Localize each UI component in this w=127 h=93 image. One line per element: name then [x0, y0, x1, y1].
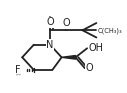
Text: F: F — [15, 65, 21, 74]
Text: C(CH₃)₃: C(CH₃)₃ — [98, 27, 123, 33]
Text: N: N — [46, 40, 54, 50]
Polygon shape — [62, 56, 76, 59]
Text: O: O — [46, 17, 54, 27]
Text: O: O — [62, 18, 70, 28]
Text: OH: OH — [88, 43, 103, 53]
Text: ,,,: ,,, — [16, 71, 22, 76]
Text: O: O — [86, 63, 94, 73]
